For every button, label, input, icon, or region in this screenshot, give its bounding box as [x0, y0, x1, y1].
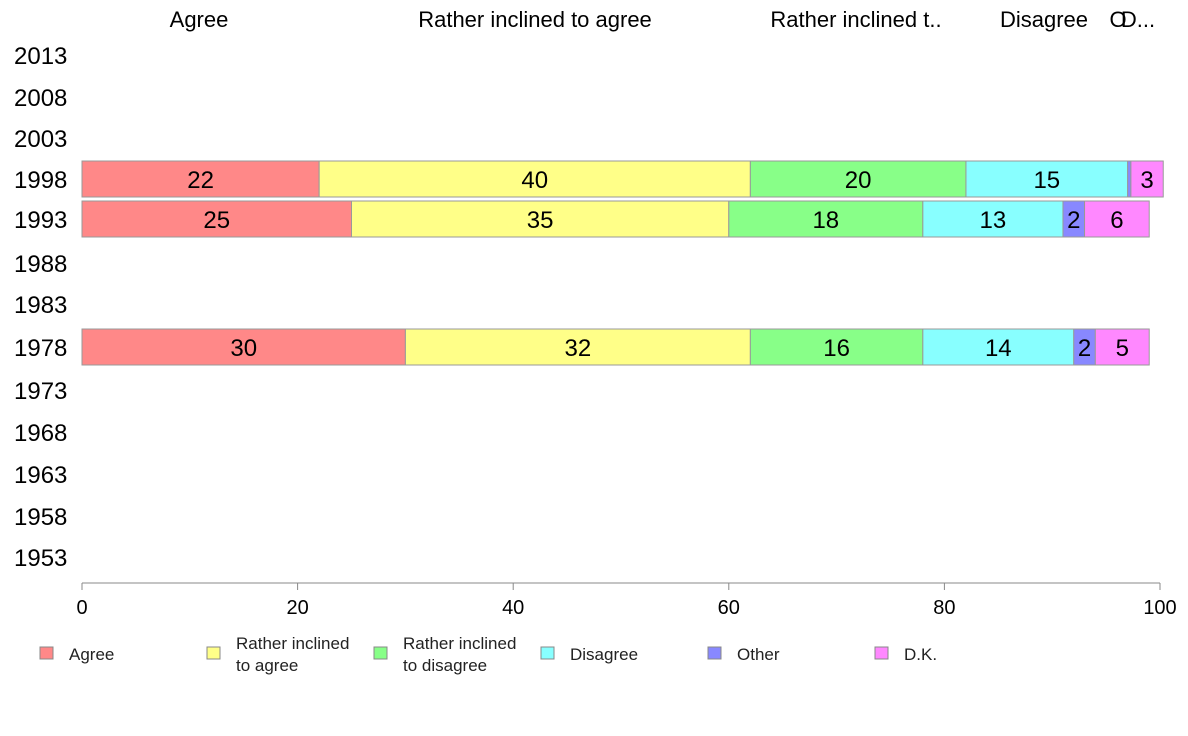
bar-row-1993: 25 35 18 13 2 6: [81, 200, 1150, 238]
top-header-label: D...: [1121, 7, 1155, 32]
x-tick-label: 20: [286, 597, 308, 619]
data-label: 2: [1067, 207, 1080, 234]
year-label: 1988: [14, 251, 67, 278]
x-axis: 0 20 40 60 80 100: [76, 582, 1177, 619]
legend-label: Disagree: [570, 645, 638, 664]
legend-label: Rather inclined: [236, 634, 349, 653]
legend-label: to agree: [236, 656, 298, 675]
data-label: 6: [1110, 207, 1123, 234]
data-label: 14: [985, 335, 1012, 362]
bar-segment: [749, 328, 924, 366]
year-label: 2013: [14, 43, 67, 70]
bar-segment: [404, 328, 751, 366]
legend-swatch: [707, 646, 722, 660]
x-tick-label: 40: [502, 597, 524, 619]
year-label: 2008: [14, 85, 67, 112]
bar-segment: [922, 328, 1075, 366]
bar-segment: [1130, 160, 1164, 198]
data-label: 2: [1078, 335, 1091, 362]
data-label: 32: [565, 335, 592, 362]
data-label: 16: [823, 335, 850, 362]
top-header-label: Disagree: [1000, 7, 1088, 32]
data-label: 20: [845, 167, 872, 194]
year-label: 1973: [14, 378, 67, 405]
legend-item: D.K.: [874, 645, 937, 664]
year-label: 1998: [14, 167, 67, 194]
data-label: 3: [1140, 167, 1153, 194]
data-label: 5: [1116, 335, 1129, 362]
bar-segment: [318, 160, 751, 198]
legend-swatch: [874, 646, 889, 660]
legend-item: Disagree: [540, 645, 638, 664]
legend-label: Rather inclined: [403, 634, 516, 653]
data-label: 40: [521, 167, 548, 194]
bar-segment: [81, 328, 406, 366]
legend-label: D.K.: [904, 645, 937, 664]
year-label: 1958: [14, 504, 67, 531]
year-label: 1978: [14, 335, 67, 362]
year-label: 1993: [14, 207, 67, 234]
year-label: 1968: [14, 420, 67, 447]
bar-row-1978: 30 32 16 14 2 5: [81, 328, 1150, 366]
year-label: 1953: [14, 545, 67, 572]
data-label: 15: [1033, 167, 1060, 194]
x-tick-label: 0: [76, 597, 87, 619]
legend-label: Agree: [69, 645, 114, 664]
data-label: 18: [812, 207, 839, 234]
legend-swatch: [540, 646, 555, 660]
top-header-label: Rather inclined t..: [770, 7, 941, 32]
data-label: 22: [187, 167, 214, 194]
legend-swatch: [373, 646, 388, 660]
legend-item: Rather inclined to agree: [206, 634, 349, 675]
year-label: 1963: [14, 462, 67, 489]
x-tick-label: 100: [1143, 597, 1176, 619]
x-tick-label: 60: [718, 597, 740, 619]
legend-label: Other: [737, 645, 780, 664]
legend-label: to disagree: [403, 656, 487, 675]
legend-item: Agree: [39, 645, 114, 664]
bar-segment: [1094, 328, 1150, 366]
data-label: 25: [203, 207, 230, 234]
bar-segment: [81, 200, 352, 238]
legend-swatch: [206, 646, 221, 660]
data-label: 30: [230, 335, 257, 362]
top-header-label: Rather inclined to agree: [418, 7, 652, 32]
top-headers: Agree Rather inclined to agree Rather incl…: [170, 7, 1155, 32]
legend-item: Other: [707, 645, 780, 664]
top-header-label: Agree: [170, 7, 229, 32]
data-label: 35: [527, 207, 554, 234]
bar-segment: [728, 200, 924, 238]
year-label: 2003: [14, 126, 67, 153]
year-labels: 2013 2008 2003 1998 1993 1988 1983 1978 1973 1968…: [14, 43, 67, 572]
top-header-label: O: [1109, 7, 1126, 32]
legend-item: Rather inclined to disagree: [373, 634, 516, 675]
legend-swatch: [39, 646, 54, 660]
bar-segment: [351, 200, 730, 238]
bar-segment: [922, 200, 1064, 238]
data-label: 13: [980, 207, 1007, 234]
bar-segment: [1084, 200, 1150, 238]
bars: 22 40 20 15 325 35 18 13 2 630 32 16 14 2 5: [81, 160, 1164, 366]
year-label: 1983: [14, 292, 67, 319]
bar-row-1998: 22 40 20 15 3: [81, 160, 1164, 198]
x-tick-label: 80: [933, 597, 955, 619]
